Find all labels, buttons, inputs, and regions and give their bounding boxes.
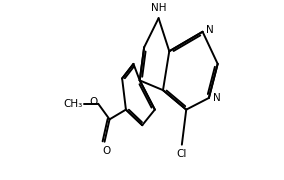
Text: N: N bbox=[206, 25, 214, 35]
Text: N: N bbox=[213, 93, 220, 103]
Text: O: O bbox=[102, 145, 110, 156]
Text: O: O bbox=[89, 97, 97, 107]
Text: NH: NH bbox=[151, 3, 166, 13]
Text: CH₃: CH₃ bbox=[64, 99, 83, 109]
Text: Cl: Cl bbox=[177, 149, 187, 159]
